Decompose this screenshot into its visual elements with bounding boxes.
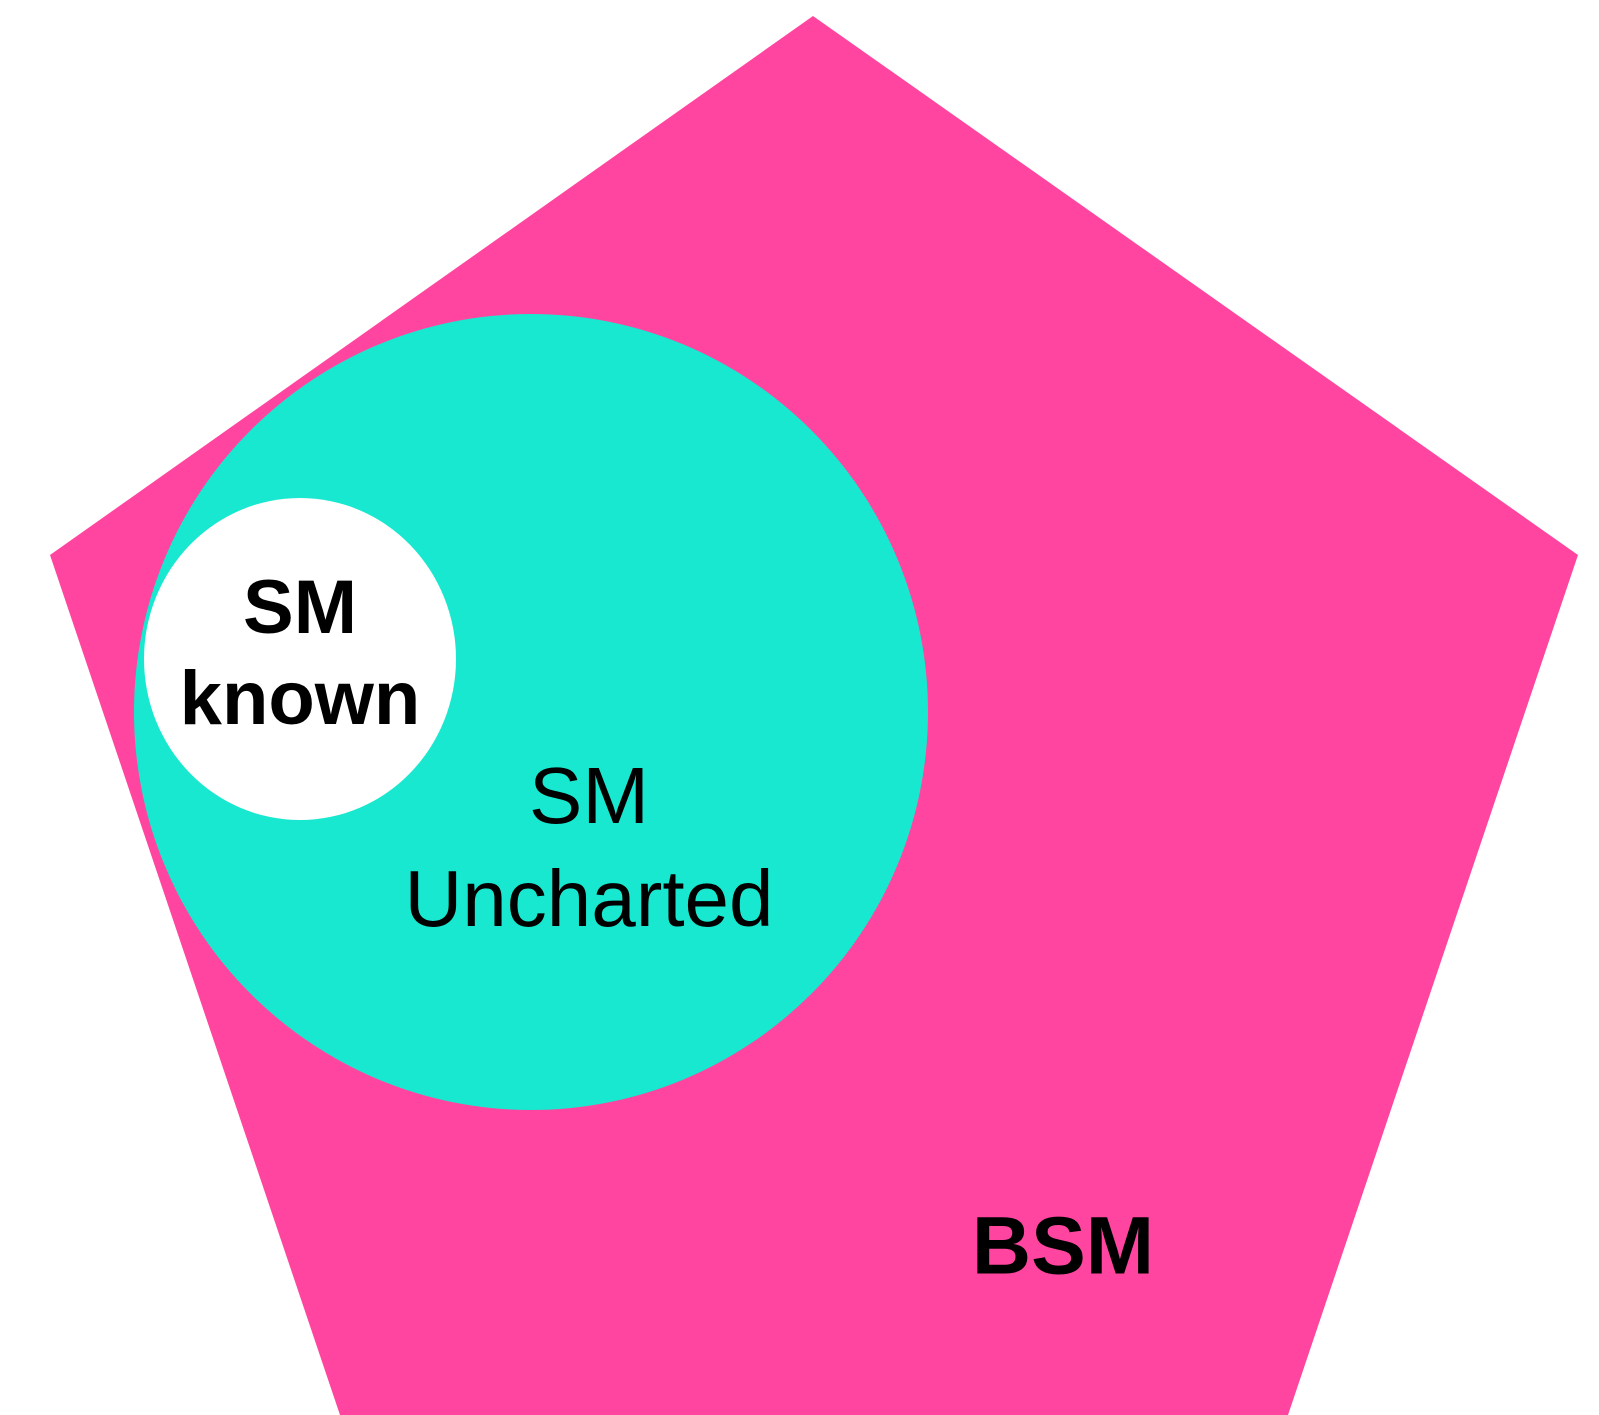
- region-label: known: [180, 656, 421, 741]
- sm-known-region: [144, 498, 456, 820]
- region-label: BSM: [972, 1201, 1154, 1292]
- region-label: Uncharted: [404, 854, 773, 943]
- region-label: SM: [243, 565, 357, 650]
- region-label: SM: [529, 751, 649, 840]
